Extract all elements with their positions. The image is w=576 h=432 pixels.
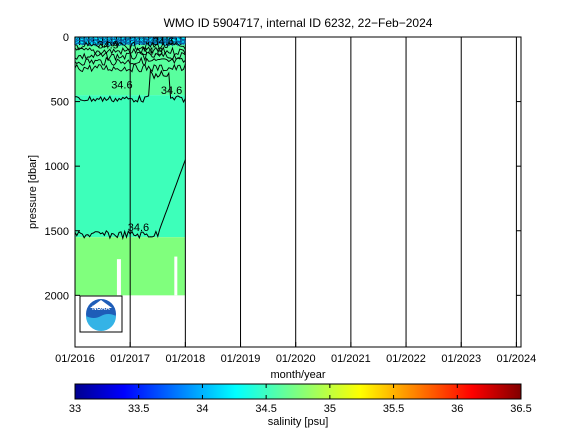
x-tick-label: 01/2022 [386,353,426,365]
y-axis-label: pressure [dbar] [27,155,39,229]
contour-label: 34.9 [97,40,118,52]
chart-title: WMO ID 5904717, internal ID 6232, 22−Feb… [164,16,433,30]
x-axis-ticks: 01/2016 01/2017 01/2018 01/2019 01/2020 01/20… [55,342,536,365]
y-axis-ticks: 0 500 1000 1500 2000 [45,32,521,302]
x-tick-label: 01/2020 [276,353,316,365]
data-gap [174,256,178,296]
x-tick-label: 01/2024 [497,353,537,365]
salinity-contours [74,36,186,241]
x-tick-label: 01/2023 [441,353,481,365]
plot-frame [74,36,522,348]
y-tick-label: 1000 [45,161,69,173]
colorbar-tick-label: 34.5 [255,403,276,415]
upper-salinity-contour [74,51,186,62]
upper-salinity-contour [75,41,186,51]
colorbar-tick-label: 34 [196,403,208,415]
x-tick-label: 01/2019 [221,353,261,365]
colorbar-tick-label: 33 [69,403,81,415]
contour-label: 34.6 [111,80,132,92]
y-tick-label: 2000 [45,290,69,302]
y-tick-label: 1500 [45,226,69,238]
colorbar-tick-label: 36.5 [510,403,531,415]
contour-label: 34.6 [153,36,174,48]
x-tick-label: 01/2017 [110,353,150,365]
near-surface-contour [74,40,186,46]
colorbar-label: salinity [psu] [268,416,329,428]
upper-salinity-contour [74,63,186,73]
contour-label: 34.6 [161,85,182,97]
colorbar-tick-label: 35.5 [383,403,404,415]
year-grid-lines [129,37,517,347]
svg-text:NOAA: NOAA [92,306,110,312]
contour-label: 34.8 [142,46,163,58]
contour-label: 34.6 [128,222,149,234]
x-tick-label: 01/2016 [55,353,95,365]
colorbar-tick-label: 33.5 [128,403,149,415]
deep-contour [74,159,186,241]
upper-salinity-contour [74,56,186,67]
data-gap [116,259,121,296]
x-tick-label: 01/2018 [165,353,205,365]
x-tick-label: 01/2021 [331,353,371,365]
colorbar-tick-label: 36 [451,403,463,415]
y-tick-label: 500 [51,97,69,109]
colorbar-ticks: 33 33.5 34 34.5 35 35.5 36 36.5 [69,384,532,415]
colorbar-tick-label: 35 [324,403,336,415]
y-tick-label: 0 [63,32,69,44]
x-axis-label: month/year [270,369,325,381]
contour-labels: 34.6 34.634.634.634.834.9 [97,36,182,234]
mid-contour [74,69,186,104]
noaa-logo: NOAA [79,295,123,333]
near-surface-contour [74,41,186,47]
colorbar [74,383,522,400]
